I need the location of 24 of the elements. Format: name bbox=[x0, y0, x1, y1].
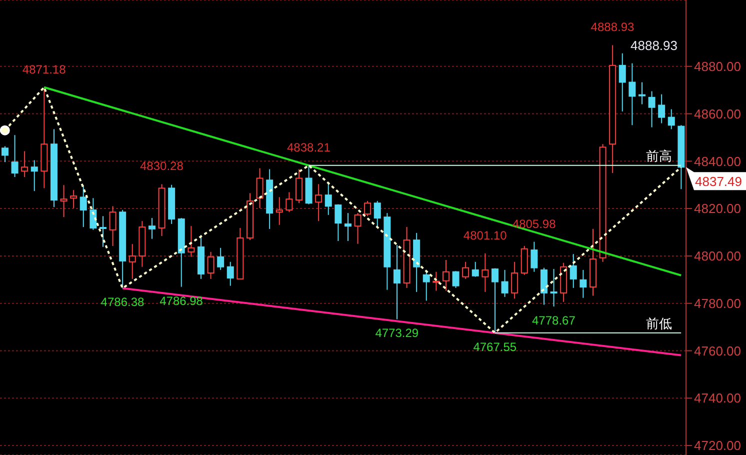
annotation: 4830.28 bbox=[140, 159, 184, 174]
y-tick-label: 4760.00 bbox=[694, 343, 741, 358]
y-tick-label: 4780.00 bbox=[694, 296, 741, 311]
y-tick-label: 4720.00 bbox=[694, 438, 741, 454]
y-tick-label: 4820.00 bbox=[694, 201, 741, 216]
y-tick-label: 4860.00 bbox=[694, 106, 741, 122]
text: 4837.49 bbox=[695, 174, 742, 190]
annotation: 4805.98 bbox=[512, 216, 556, 231]
y-tick-label: 4840.00 bbox=[694, 154, 741, 169]
annotation: 4767.55 bbox=[473, 340, 517, 354]
series-label: 前低 bbox=[646, 316, 672, 331]
annotation: 4786.98 bbox=[160, 294, 204, 308]
series-label: 前高 bbox=[646, 148, 672, 164]
annotation: 4871.18 bbox=[22, 62, 66, 76]
annotation: 4888.93 bbox=[630, 38, 678, 54]
annotation: 4888.93 bbox=[590, 20, 635, 34]
y-tick-label: 4740.00 bbox=[694, 390, 741, 406]
y-tick-label: 4880.00 bbox=[694, 58, 741, 74]
annotation: 4778.67 bbox=[532, 313, 576, 328]
annotation: 4801.10 bbox=[463, 228, 508, 242]
y-tick-label: 4800.00 bbox=[694, 248, 741, 264]
annotation: 4838.21 bbox=[287, 140, 331, 154]
annotation: 4773.29 bbox=[375, 326, 419, 340]
annotation: 4786.38 bbox=[100, 295, 145, 310]
